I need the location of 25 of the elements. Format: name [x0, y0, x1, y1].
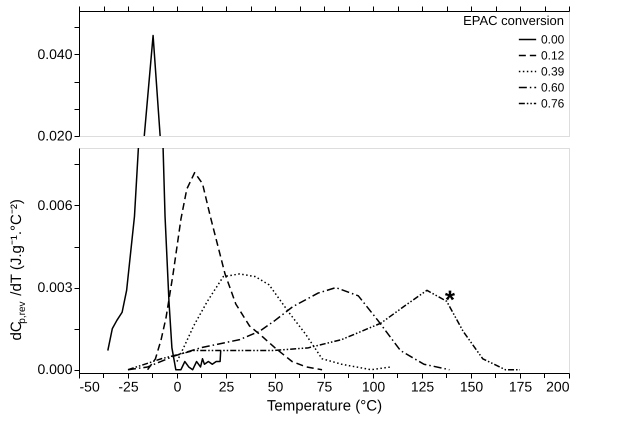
x-tick-label: -50: [80, 378, 100, 394]
y-axis-title: dCp,rev/dT (J.g⁻¹.°C⁻²): [8, 199, 28, 340]
legend-label: 0.39: [541, 64, 565, 78]
legend-title: EPAC conversion: [463, 13, 564, 28]
x-tick-label: 75: [316, 378, 332, 394]
x-tick-label: 100: [362, 378, 386, 394]
x-axis-title: Temperature (°C): [266, 398, 382, 414]
x-tick-label: 125: [410, 378, 434, 394]
legend-label: 0.60: [541, 80, 565, 94]
y-tick-label: 0.040: [37, 46, 73, 62]
y-tick-label: 0.003: [37, 279, 73, 296]
annotation: *: [444, 284, 456, 314]
x-tick-label: 50: [268, 378, 284, 394]
legend-label: 0.00: [541, 32, 565, 46]
y-tick-label: 0.020: [37, 128, 73, 144]
y-tick-label: 0.006: [37, 196, 73, 213]
legend-label: 0.12: [541, 48, 565, 62]
x-tick-label: -25: [118, 378, 139, 394]
y-tick-label: 0.000: [37, 361, 73, 378]
x-tick-label: 25: [218, 378, 234, 394]
x-tick-label: 200: [546, 378, 570, 394]
x-tick-label: 175: [508, 378, 532, 394]
x-tick-label: 0: [174, 378, 182, 394]
x-tick-label: 150: [460, 378, 484, 394]
legend-label: 0.76: [541, 96, 565, 110]
